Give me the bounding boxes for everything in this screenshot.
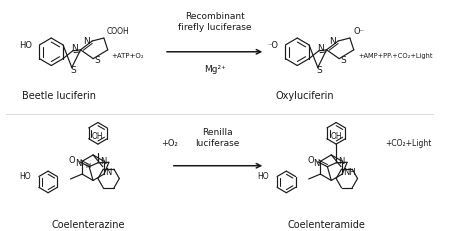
Text: N: N bbox=[317, 44, 324, 53]
Text: HO: HO bbox=[19, 172, 31, 181]
Text: NH: NH bbox=[343, 168, 356, 177]
Text: OH: OH bbox=[92, 132, 104, 141]
Text: O⁻: O⁻ bbox=[354, 27, 365, 36]
Text: Recombinant
firefly luciferase: Recombinant firefly luciferase bbox=[178, 12, 252, 32]
Text: +AMP+PPᵢ+CO₂+Light: +AMP+PPᵢ+CO₂+Light bbox=[359, 53, 433, 59]
Text: HO: HO bbox=[258, 172, 269, 181]
Text: +ATP+O₂: +ATP+O₂ bbox=[112, 53, 144, 59]
Text: COOH: COOH bbox=[107, 27, 130, 36]
Text: N: N bbox=[72, 44, 78, 53]
Text: Mg²⁺: Mg²⁺ bbox=[204, 64, 225, 73]
Text: S: S bbox=[316, 66, 322, 75]
Text: H: H bbox=[85, 163, 90, 169]
Text: O: O bbox=[69, 156, 76, 165]
Text: N: N bbox=[338, 157, 345, 166]
Text: N: N bbox=[313, 159, 320, 168]
Text: Oxyluciferin: Oxyluciferin bbox=[276, 91, 334, 101]
Text: O: O bbox=[307, 156, 314, 165]
Text: N: N bbox=[75, 159, 81, 168]
Text: N: N bbox=[329, 37, 336, 46]
Text: ⁻O: ⁻O bbox=[268, 41, 279, 50]
Text: S: S bbox=[340, 56, 346, 65]
Text: N: N bbox=[84, 37, 90, 46]
Text: N: N bbox=[100, 157, 106, 166]
Text: Coelenteramide: Coelenteramide bbox=[288, 220, 365, 230]
Text: Beetle luciferin: Beetle luciferin bbox=[22, 91, 96, 101]
Text: N: N bbox=[105, 168, 111, 177]
Text: S: S bbox=[94, 56, 100, 65]
Text: Coelenterazine: Coelenterazine bbox=[51, 220, 125, 230]
Text: S: S bbox=[70, 66, 76, 75]
Text: Renilla
luciferase: Renilla luciferase bbox=[195, 128, 240, 148]
Text: HO: HO bbox=[19, 41, 32, 50]
Text: OH: OH bbox=[330, 132, 342, 141]
Text: +O₂: +O₂ bbox=[161, 139, 178, 148]
Text: +CO₂+Light: +CO₂+Light bbox=[385, 139, 431, 148]
